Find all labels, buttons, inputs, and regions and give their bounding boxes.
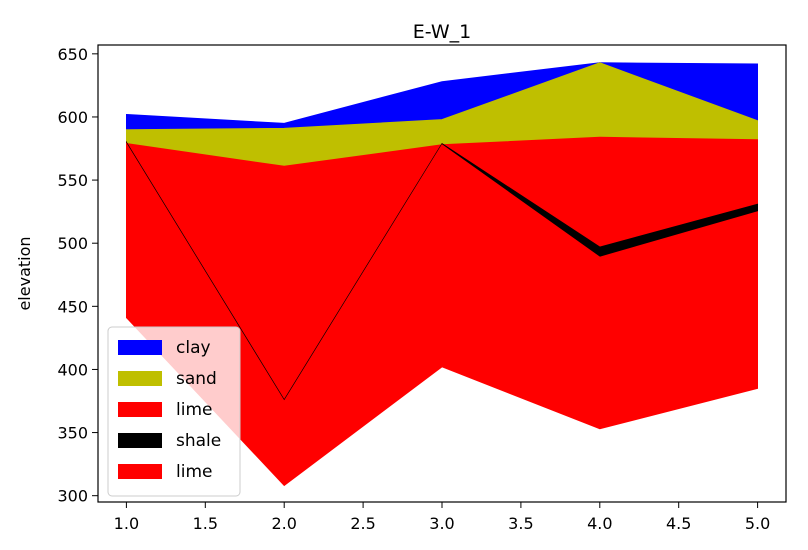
y-tick-label: 400 xyxy=(57,360,88,379)
y-tick-label: 300 xyxy=(57,487,88,506)
x-tick-label: 5.0 xyxy=(745,514,770,533)
x-tick-label: 4.0 xyxy=(587,514,612,533)
legend-swatch-sand xyxy=(118,371,162,386)
y-tick-label: 550 xyxy=(57,171,88,190)
y-tick-label: 650 xyxy=(57,45,88,64)
legend-box xyxy=(107,326,241,497)
y-tick-label: 600 xyxy=(57,108,88,127)
legend-label-shale: shale xyxy=(176,431,221,451)
legend-swatch-shale xyxy=(118,433,162,448)
y-axis-label: elevation xyxy=(15,236,34,310)
y-axis-ticks: 300 350 400 450 500 550 600 650 xyxy=(57,45,98,506)
layers-group xyxy=(126,62,758,487)
legend-label-lime: lime xyxy=(176,400,212,420)
x-tick-label: 3.0 xyxy=(429,514,454,533)
legend-label-sand: sand xyxy=(176,369,217,389)
x-axis-ticks: 1.0 1.5 2.0 2.5 3.0 3.5 4.0 4.5 5.0 xyxy=(114,502,770,533)
legend-swatch-clay xyxy=(118,340,162,355)
legend-label-lime: lime xyxy=(176,462,212,482)
y-tick-label: 500 xyxy=(57,234,88,253)
x-tick-label: 2.5 xyxy=(350,514,375,533)
legend-swatch-lime xyxy=(118,402,162,417)
y-tick-label: 450 xyxy=(57,297,88,316)
x-tick-label: 1.5 xyxy=(193,514,218,533)
x-tick-label: 4.5 xyxy=(666,514,691,533)
chart-title: E-W_1 xyxy=(413,21,471,43)
x-tick-label: 1.0 xyxy=(114,514,139,533)
legend-swatch-lime xyxy=(118,464,162,479)
y-tick-label: 350 xyxy=(57,424,88,443)
x-tick-label: 2.0 xyxy=(271,514,296,533)
x-tick-label: 3.5 xyxy=(508,514,533,533)
legend-label-clay: clay xyxy=(176,338,211,358)
legend: clay sand lime shale lime xyxy=(107,326,241,497)
